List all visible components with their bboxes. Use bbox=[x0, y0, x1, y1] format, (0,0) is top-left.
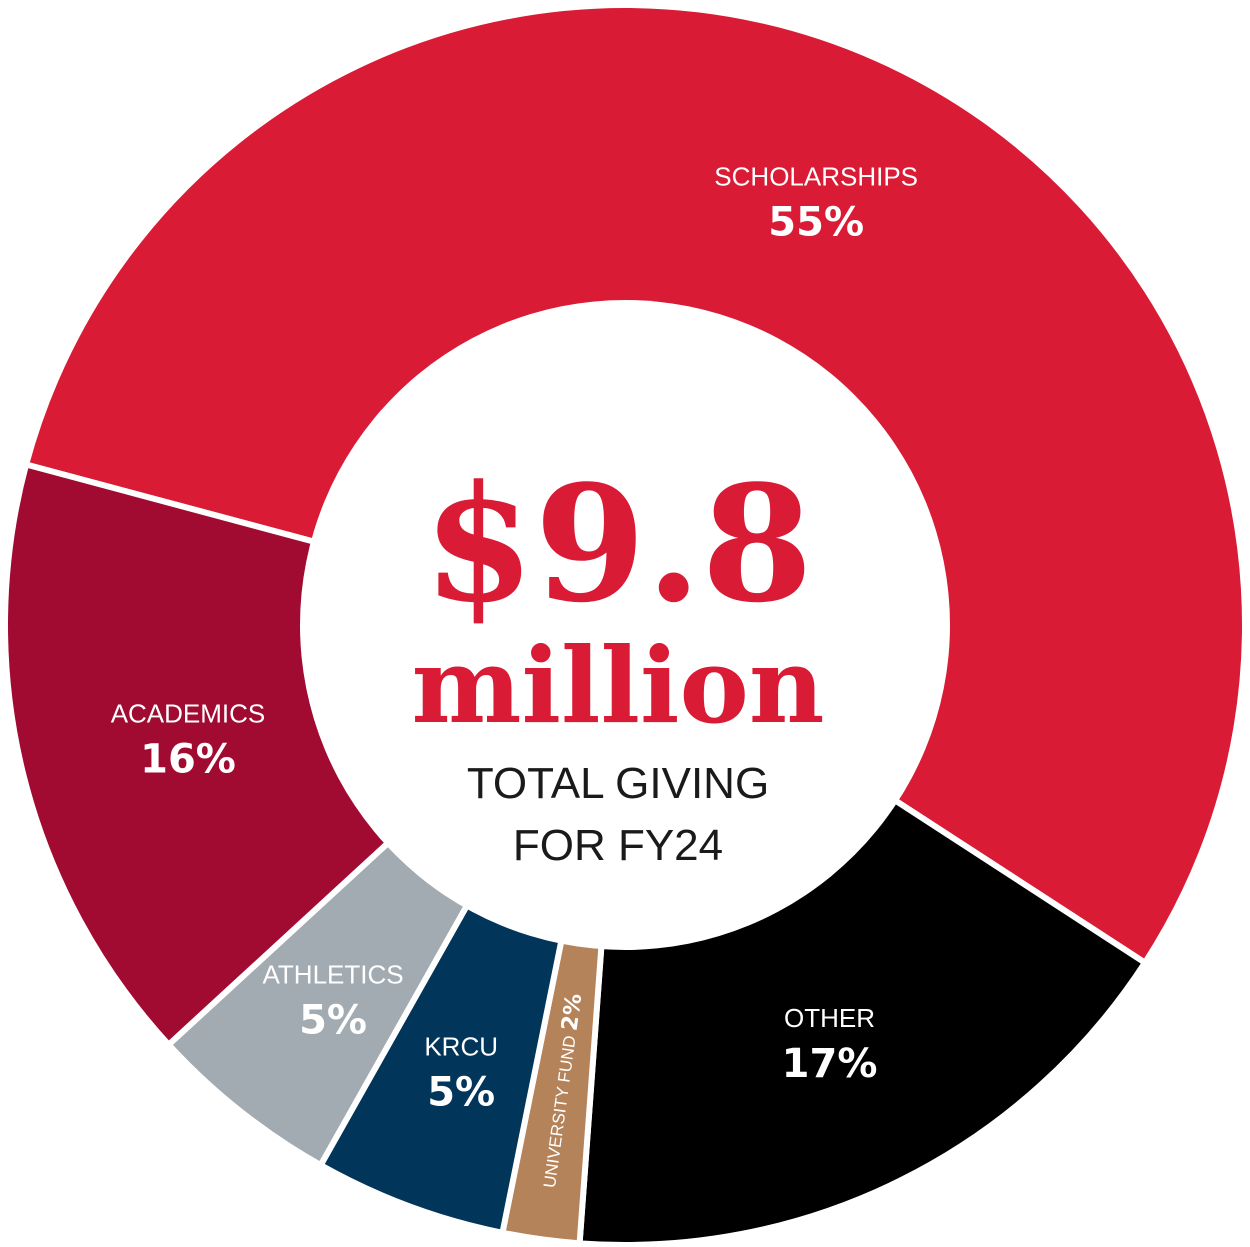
label-value-krcu: 5% bbox=[427, 1070, 495, 1116]
label-value-university-fund: 2% bbox=[558, 992, 588, 1032]
label-name-scholarships: SCHOLARSHIPS bbox=[714, 162, 918, 192]
label-value-athletics: 5% bbox=[299, 997, 367, 1043]
center-amount: $9.8 bbox=[423, 450, 813, 638]
center-unit: million bbox=[411, 624, 824, 747]
label-name-krcu: KRCU bbox=[424, 1032, 498, 1062]
donut-hole bbox=[300, 300, 950, 950]
center-subtitle-line1: TOTAL GIVING bbox=[467, 759, 769, 808]
label-value-scholarships: 55% bbox=[768, 200, 864, 246]
label-name-athletics: ATHLETICS bbox=[263, 959, 404, 989]
label-name-academics: ACADEMICS bbox=[111, 698, 266, 728]
label-value-academics: 16% bbox=[140, 736, 236, 782]
label-name-other: OTHER bbox=[784, 1003, 875, 1033]
label-value-other: 17% bbox=[782, 1041, 878, 1087]
center-label: $9.8 million TOTAL GIVING FOR FY24 bbox=[411, 450, 824, 870]
center-subtitle-line2: FOR FY24 bbox=[513, 821, 723, 870]
